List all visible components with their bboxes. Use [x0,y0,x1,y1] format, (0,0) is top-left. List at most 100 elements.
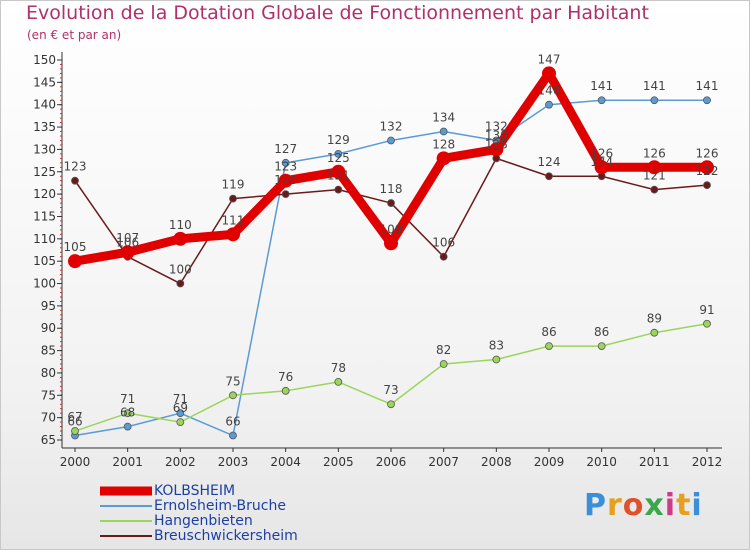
x-tick-label: 2007 [428,455,459,469]
data-label: 110 [169,218,192,232]
logo-letter: i [691,488,703,523]
data-point [545,172,553,181]
data-label: 66 [225,415,240,429]
data-point [650,96,659,105]
data-label: 76 [278,370,293,384]
data-point [176,409,185,418]
data-label: 73 [383,383,398,397]
data-label: 78 [331,361,346,375]
legend-label-hangenbieten: Hangenbieten [154,513,253,529]
data-label: 124 [590,155,613,169]
data-label: 69 [173,401,188,415]
legend-swatch-ernolsheim-bruche [100,505,152,507]
data-point [439,252,448,261]
y-tick-label: 135 [33,120,56,134]
data-point [334,149,343,158]
y-tick-label: 145 [33,75,56,89]
data-point [331,164,346,179]
data-label: 75 [225,374,240,388]
data-label: 132 [485,119,508,133]
data-point [123,422,132,431]
data-point [334,185,343,194]
y-tick-label: 95 [41,299,56,313]
data-label: 122 [696,164,719,178]
y-tick-label: 70 [41,411,56,425]
x-tick-label: 2004 [270,455,301,469]
data-label: 121 [327,169,350,183]
data-point [281,190,290,199]
data-point [650,185,659,194]
data-label: 126 [590,146,613,160]
data-label: 119 [222,178,245,192]
data-label: 123 [274,160,297,174]
data-label: 147 [538,52,561,66]
data-label: 68 [120,406,135,420]
data-label: 71 [173,392,188,406]
legend-swatch-breuschwickersheim [100,535,152,537]
y-tick-label: 80 [41,366,56,380]
data-point [281,158,290,167]
logo-letter: i [664,488,677,523]
data-label: 109 [380,222,403,236]
data-point [700,160,714,175]
data-point [650,328,659,337]
data-point [439,360,448,368]
data-label: 140 [538,84,561,98]
data-point [545,100,553,109]
data-point [120,245,135,260]
y-tick-label: 90 [41,321,56,335]
x-tick-label: 2002 [165,455,196,469]
data-point [387,400,395,409]
data-label: 123 [64,160,87,174]
data-label: 106 [116,236,139,250]
data-point [173,231,188,246]
data-point [703,96,711,105]
data-point [489,142,504,157]
data-label: 126 [643,146,666,160]
chart-subtitle: (en € et par an) [27,28,122,42]
data-label: 111 [222,213,245,227]
data-point [703,319,711,328]
data-point [647,160,662,175]
data-label: 83 [489,339,504,353]
data-label: 141 [590,79,613,93]
data-label: 67 [67,410,82,424]
data-point [492,355,501,364]
logo-letter: o [622,488,645,523]
y-tick-label: 75 [41,388,56,402]
y-tick-label: 100 [33,277,56,291]
data-label: 141 [643,79,666,93]
data-point [278,173,293,188]
data-point [545,342,553,351]
data-point [281,386,290,395]
y-tick-label: 150 [33,53,56,67]
x-tick-label: 2011 [639,455,670,469]
data-point [229,194,237,203]
data-label: 91 [699,303,714,317]
data-point [123,409,132,418]
data-label: 86 [594,325,609,339]
data-label: 129 [327,133,350,147]
data-point [597,342,606,351]
data-point [176,418,185,427]
series-line-hangenbieten [74,323,708,432]
data-label: 106 [432,236,455,250]
data-point [176,279,185,288]
data-label: 105 [64,240,87,254]
data-label: 128 [485,137,508,151]
data-label: 86 [541,325,556,339]
x-tick-label: 2000 [60,455,91,469]
data-point [597,96,606,105]
y-tick-label: 115 [33,209,56,223]
data-point [68,254,82,269]
data-point [594,160,609,175]
data-label: 82 [436,343,451,357]
data-label: 134 [432,111,455,125]
data-label: 127 [274,142,297,156]
y-tick-label: 105 [33,254,56,268]
chart-title: Evolution de la Dotation Globale de Fonc… [26,2,649,24]
logo-letter: P [584,488,607,523]
x-tick-label: 2009 [534,455,565,469]
